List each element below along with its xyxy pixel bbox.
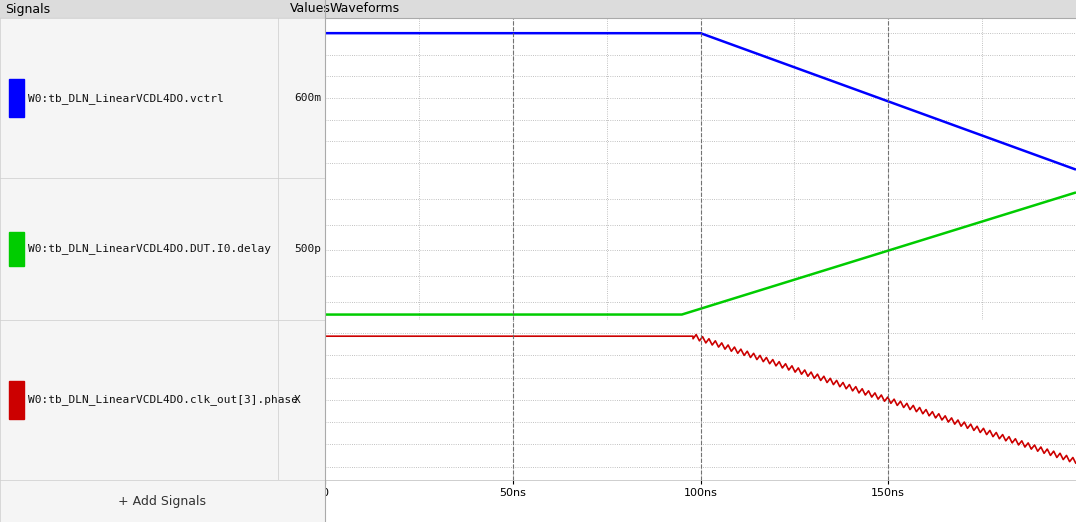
Text: 500p: 500p	[294, 244, 321, 254]
Text: W0:tb_DLN_LinearVCDL4DO.vctrl: W0:tb_DLN_LinearVCDL4DO.vctrl	[28, 93, 224, 103]
Text: X: X	[294, 395, 301, 405]
Text: 600m: 600m	[294, 93, 321, 103]
Text: Waveforms: Waveforms	[330, 3, 400, 16]
Text: Values: Values	[291, 3, 331, 16]
Bar	[9, 381, 24, 419]
Bar	[9, 232, 24, 266]
Text: + Add Signals: + Add Signals	[118, 494, 207, 507]
Text: Signals: Signals	[5, 3, 51, 16]
Text: W0:tb_DLN_LinearVCDL4DO.clk_out[3].phase: W0:tb_DLN_LinearVCDL4DO.clk_out[3].phase	[28, 395, 298, 405]
Bar	[9, 79, 24, 117]
Text: W0:tb_DLN_LinearVCDL4DO.DUT.I0.delay: W0:tb_DLN_LinearVCDL4DO.DUT.I0.delay	[28, 244, 271, 254]
